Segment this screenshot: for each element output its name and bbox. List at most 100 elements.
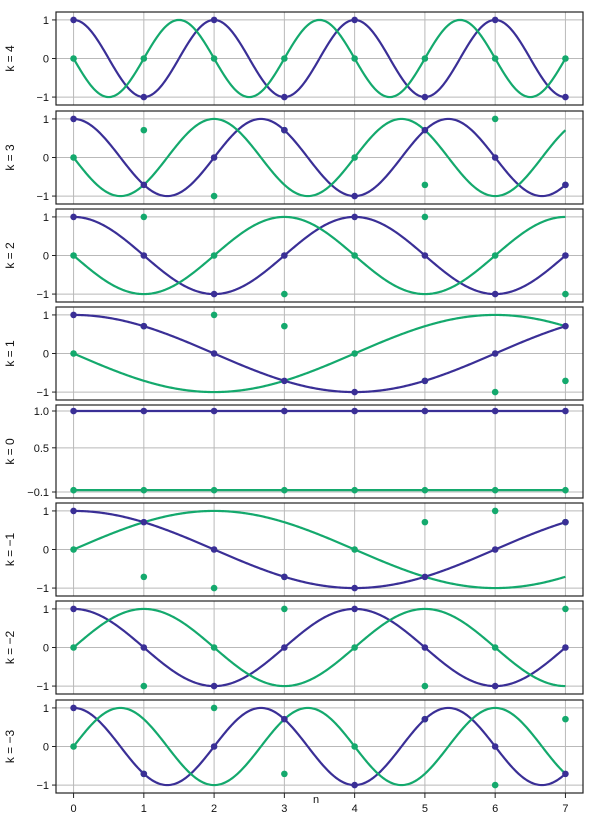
cos-sample-point — [351, 781, 358, 789]
sin-series-line — [72, 607, 566, 688]
cos-sample-point — [562, 518, 569, 526]
cos-series-line — [73, 117, 567, 198]
y-tick-label: 1 — [43, 114, 49, 126]
cos-sample-point — [281, 377, 288, 385]
y-tick-label: −1 — [36, 191, 49, 203]
x-tick-label: 6 — [492, 803, 498, 815]
cos-sample-point — [491, 154, 499, 161]
y-tick-label: −1 — [36, 289, 49, 301]
sin-sample-point — [562, 715, 569, 723]
cos-sample-point — [351, 584, 358, 592]
cos-series-line — [73, 18, 566, 99]
sin-sample-point — [351, 350, 358, 357]
x-tick-label: 7 — [562, 803, 568, 815]
cos-sample-point — [421, 93, 429, 101]
sin-sample-point — [70, 350, 77, 357]
sin-series-line — [72, 215, 566, 296]
sin-sample-point — [281, 322, 288, 330]
sin-sample-point — [421, 486, 429, 494]
y-tick-label: 1 — [43, 604, 49, 616]
y-tick-label: 0 — [43, 153, 49, 165]
panel-k-neg2: 1 0 −1 k = −2 — [3, 600, 584, 695]
sin-sample-point — [140, 126, 148, 134]
cos-sample-point — [140, 407, 148, 415]
sin-sample-point — [210, 192, 218, 200]
cos-sample-point — [562, 644, 569, 651]
cos-sample-point — [281, 93, 288, 101]
sin-sample-point — [351, 154, 358, 161]
sin-sample-point — [421, 213, 429, 221]
panel-border — [55, 306, 584, 401]
sin-series-line — [73, 509, 566, 590]
sin-sample-point — [140, 486, 148, 494]
panel-label: k = 0 — [3, 438, 17, 465]
sin-sample-point — [210, 644, 218, 651]
cos-sample-point — [140, 93, 148, 101]
sin-sample-point — [70, 154, 77, 161]
cos-sample-point — [491, 682, 499, 690]
cos-sample-point — [491, 407, 499, 415]
panel-border — [55, 699, 584, 794]
sin-sample-point — [281, 605, 288, 613]
sin-sample-point — [70, 252, 77, 259]
panel-k-4: 1 0 −1 k = 4 — [3, 11, 584, 106]
cos-sample-point — [562, 181, 569, 189]
sin-sample-point — [281, 55, 288, 62]
y-tick-label: −1 — [36, 780, 49, 792]
y-tick-label: −1 — [36, 387, 49, 399]
cos-sample-point — [421, 252, 429, 259]
cos-series-line — [73, 607, 567, 688]
sin-sample-point — [210, 55, 218, 62]
panel-background — [56, 405, 583, 498]
cos-sample-point — [70, 605, 77, 613]
sin-sample-point — [491, 55, 499, 62]
panel-border — [55, 11, 584, 106]
y-tick-label: 0 — [43, 742, 49, 754]
cos-sample-point — [140, 518, 148, 526]
sin-series-line — [72, 117, 567, 198]
y-tick-label: 0 — [43, 349, 49, 361]
sin-sample-point — [351, 546, 358, 553]
cos-sample-point — [70, 213, 77, 221]
panel-border — [55, 404, 584, 499]
cos-sample-point — [421, 126, 429, 134]
y-tick-label: −1 — [36, 92, 49, 104]
cos-sample-point — [210, 682, 218, 690]
sin-sample-point — [491, 644, 499, 651]
sin-series-line — [72, 706, 567, 787]
panel-label: k = −3 — [3, 729, 17, 763]
panel-k-0: 1.0 0.5 −0.1 k = 0 — [3, 404, 584, 499]
cos-sample-point — [491, 16, 499, 24]
cos-sample-point — [421, 407, 429, 415]
cos-sample-point — [281, 644, 288, 651]
cos-sample-point — [421, 573, 429, 581]
y-tick-label: 1 — [43, 703, 49, 715]
sin-sample-point — [210, 311, 218, 319]
panel-label: k = −2 — [3, 630, 17, 664]
panel-k-neg1: 1 0 −1 k = −1 — [3, 502, 584, 597]
cos-sample-point — [210, 407, 218, 415]
cos-sample-point — [562, 93, 569, 101]
cos-sample-point — [491, 546, 499, 553]
y-tick-label: 1.0 — [34, 406, 49, 418]
sin-sample-point — [351, 55, 358, 62]
y-tick-label: 1 — [43, 506, 49, 518]
sin-sample-point — [140, 573, 148, 581]
sin-sample-point — [562, 377, 569, 385]
sin-sample-point — [562, 486, 569, 494]
panel-label: k = 4 — [3, 45, 17, 72]
cos-sample-point — [351, 213, 358, 221]
cos-sample-point — [562, 322, 569, 330]
sin-sample-point — [562, 55, 569, 62]
panel-border — [55, 110, 584, 205]
cos-sample-point — [140, 770, 148, 778]
sin-sample-point — [421, 682, 429, 690]
sin-sample-point — [281, 290, 288, 298]
cos-sample-point — [70, 507, 77, 515]
sin-sample-point — [210, 584, 218, 592]
panel-border — [55, 502, 584, 597]
sin-sample-point — [562, 290, 569, 298]
cos-sample-point — [140, 644, 148, 651]
sin-sample-point — [491, 252, 499, 259]
sin-sample-point — [70, 743, 77, 750]
